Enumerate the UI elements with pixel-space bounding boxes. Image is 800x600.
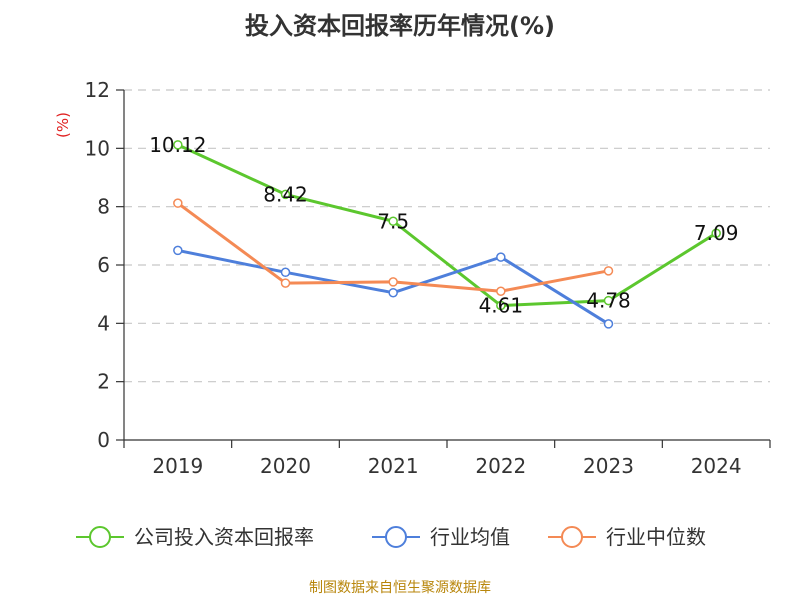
point-1-2019 — [173, 245, 183, 256]
y-axis-label: (%) — [54, 112, 72, 138]
x-tick-label-2023: 2023 — [583, 454, 634, 478]
y-tick-label-8: 8 — [97, 195, 110, 219]
x-tick-label-2021: 2021 — [368, 454, 419, 478]
chart-title: 投入资本回报率历年情况(%) — [245, 12, 555, 40]
point-1-2021 — [388, 287, 398, 298]
point-0-2024 — [711, 228, 721, 238]
legend-label-1: 行业均值 — [430, 525, 510, 549]
series — [173, 140, 721, 329]
point-0-2023 — [603, 295, 614, 306]
data-labels: 10.12 8.42 7.5 4.61 4.78 7.09 — [149, 133, 738, 318]
x-tick-label-2020: 2020 — [260, 454, 311, 478]
point-2-2019 — [173, 198, 183, 208]
point-0-2019 — [173, 140, 183, 150]
point-1-2020 — [280, 267, 291, 278]
point-2-2022 — [496, 286, 506, 296]
data-label-2022: 4.61 — [479, 294, 524, 318]
point-1-2022 — [496, 252, 506, 262]
data-label-2019: 10.12 — [149, 133, 206, 157]
series-line-1 — [177, 248, 610, 326]
data-label-2023: 4.78 — [586, 289, 631, 313]
y-tick-label-0: 0 — [97, 428, 110, 452]
legend-label-2: 行业中位数 — [606, 525, 706, 549]
point-2-2020 — [280, 278, 291, 288]
legend-marker-2 — [561, 526, 583, 548]
x-tick-label-2024: 2024 — [691, 454, 742, 478]
y-tick-label-6: 6 — [97, 253, 110, 277]
x-tick-label-2019: 2019 — [152, 454, 203, 478]
point-2-2023 — [603, 266, 614, 276]
point-1-2023 — [603, 319, 614, 329]
y-tick-label-2: 2 — [97, 370, 110, 394]
point-0-2021 — [388, 216, 398, 226]
point-0-2020 — [280, 189, 291, 200]
point-0-2022 — [496, 300, 506, 311]
point-2-2021 — [388, 277, 398, 287]
legend-label-0: 公司投入资本回报率 — [134, 525, 314, 549]
data-source-note: 制图数据来自恒生聚源数据库 — [309, 580, 491, 596]
data-label-2021: 7.5 — [377, 209, 409, 233]
x-tick-label-2022: 2022 — [475, 454, 526, 478]
data-label-2024: 7.09 — [694, 221, 739, 245]
axes: 0 2 4 6 8 10 12 2019 2020 2021 2022 2023 2024 — [85, 78, 771, 478]
y-tick-label-10: 10 — [85, 136, 110, 160]
series-line-0 — [177, 143, 717, 308]
legend-marker-0 — [89, 526, 111, 548]
y-tick-label-4: 4 — [97, 311, 110, 335]
legend: 公司投入资本回报率 行业均值 行业中位数 — [76, 525, 706, 549]
legend-marker-1 — [385, 526, 407, 548]
y-tick-label-12: 12 — [85, 78, 110, 102]
data-label-2020: 8.42 — [263, 182, 308, 206]
